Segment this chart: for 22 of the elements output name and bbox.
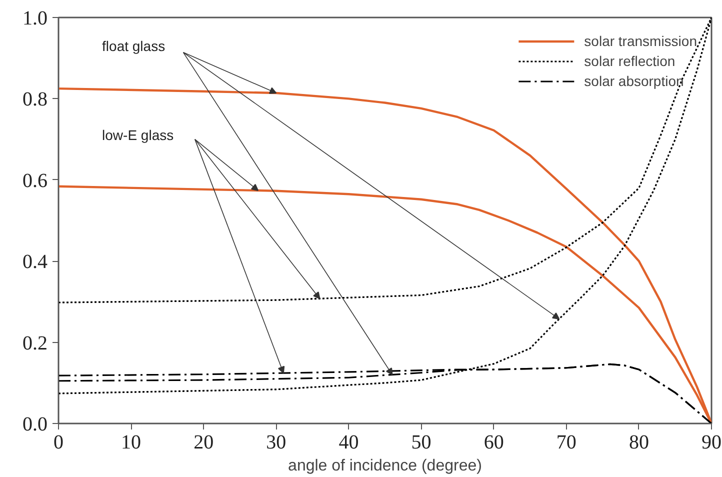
x-tick-label: 90: [702, 432, 722, 454]
x-tick-label: 50: [411, 432, 432, 454]
x-tick-label: 80: [628, 432, 649, 454]
x-axis-title: angle of incidence (degree): [288, 458, 482, 474]
y-tick-label: 1.0: [22, 8, 48, 30]
y-tick-label: 0.8: [22, 88, 48, 111]
x-tick-label: 70: [556, 432, 576, 454]
x-tick-label: 60: [484, 432, 504, 454]
x-tick-label: 10: [121, 432, 142, 454]
annotation: low-E glass: [102, 127, 174, 144]
y-tick-label: 0.6: [22, 170, 48, 192]
y-tick-label: 0.4: [22, 251, 48, 274]
x-tick-label: 30: [266, 432, 286, 454]
annotation: float glass: [102, 38, 166, 54]
x-tick-label: 40: [338, 432, 359, 454]
x-tick-label: 0: [54, 432, 64, 454]
legend-label: solar absorption: [584, 73, 684, 89]
y-tick-label: 0.0: [22, 414, 48, 436]
y-tick-label: 0.2: [22, 332, 48, 354]
legend-label: solar reflection: [584, 53, 676, 69]
legend-label: solar transmission: [584, 33, 697, 49]
x-tick-label: 20: [194, 432, 214, 454]
